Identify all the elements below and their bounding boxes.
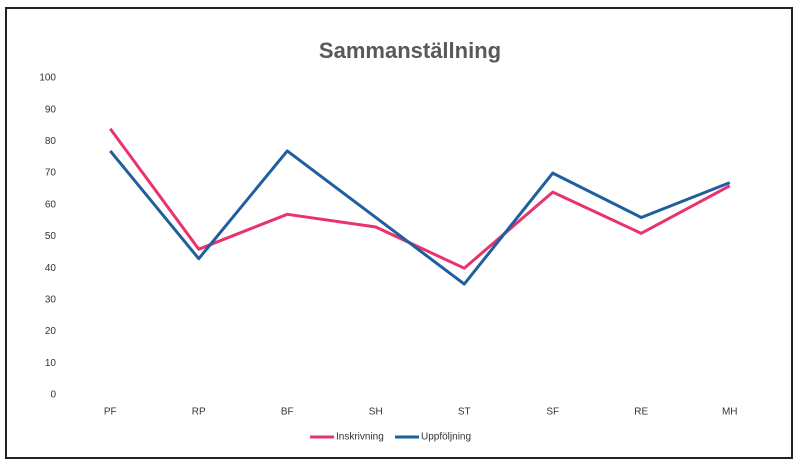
x-tick-label: PF xyxy=(104,407,117,418)
chart-title: Sammanställning xyxy=(319,38,501,63)
y-tick-label: 20 xyxy=(45,326,57,337)
y-tick-label: 30 xyxy=(45,295,57,306)
x-tick-label: SF xyxy=(546,407,559,418)
x-tick-label: RP xyxy=(192,407,206,418)
x-tick-label: MH xyxy=(722,407,738,418)
x-tick-label: RE xyxy=(634,407,648,418)
x-tick-label: ST xyxy=(458,407,471,418)
y-tick-label: 10 xyxy=(45,358,57,369)
x-tick-label: SH xyxy=(369,407,383,418)
y-tick-label: 50 xyxy=(45,231,57,242)
series-line xyxy=(109,149,731,286)
legend-label: Uppföljning xyxy=(421,432,471,443)
x-tick-label: BF xyxy=(281,407,294,418)
y-tick-label: 90 xyxy=(45,104,57,115)
chart-border xyxy=(5,7,793,459)
y-tick-label: 100 xyxy=(39,73,56,84)
y-tick-label: 80 xyxy=(45,136,57,147)
y-tick-label: 60 xyxy=(45,199,57,210)
y-tick-label: 0 xyxy=(50,390,56,401)
y-tick-label: 70 xyxy=(45,168,57,179)
legend-label: Inskrivning xyxy=(336,432,384,443)
series-line xyxy=(109,127,731,270)
y-tick-label: 40 xyxy=(45,263,57,274)
